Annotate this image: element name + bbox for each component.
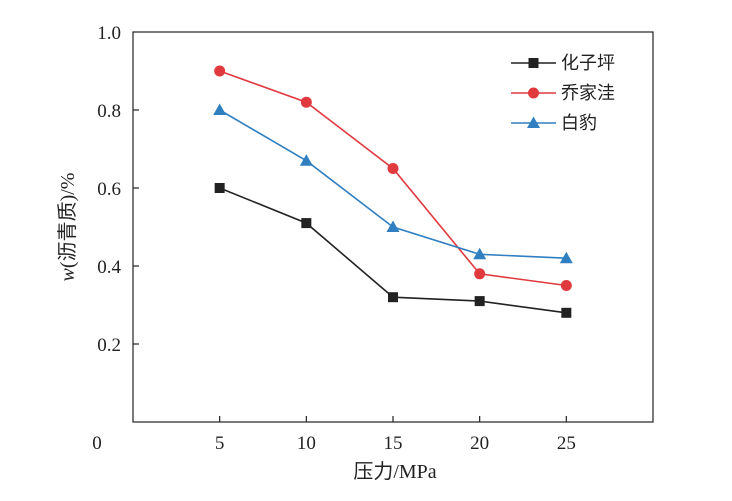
data-point — [300, 96, 312, 108]
data-point — [299, 154, 313, 166]
series-3 — [213, 103, 573, 264]
legend-label: 乔家洼 — [561, 83, 615, 104]
legend-marker — [528, 58, 539, 68]
series-1 — [214, 183, 572, 318]
data-point — [473, 247, 487, 260]
y-tick-label: 0.4 — [97, 257, 121, 278]
y-tick-label: 0.8 — [97, 101, 121, 122]
legend-marker — [528, 87, 539, 99]
data-point — [561, 307, 572, 318]
legend-item: 白豹 — [511, 113, 597, 134]
legend-item: 化子坪 — [511, 53, 615, 74]
y-tick-label: 0.6 — [97, 179, 121, 200]
legend-label: 化子坪 — [561, 53, 615, 74]
x-tick-label: 10 — [297, 433, 316, 454]
data-point — [301, 218, 312, 229]
data-point — [386, 220, 400, 232]
x-tick-label: 0 — [92, 433, 102, 454]
x-tick-label: 20 — [470, 433, 489, 454]
series-line — [219, 109, 567, 259]
data-point — [214, 183, 225, 193]
data-point — [559, 251, 573, 264]
legend-item: 乔家洼 — [511, 83, 615, 104]
data-point — [474, 296, 485, 307]
data-point — [213, 103, 227, 115]
x-tick-label: 5 — [215, 433, 225, 454]
y-axis-title: w(沥青质)/% — [56, 173, 79, 282]
series-2 — [214, 65, 572, 291]
y-tick-label: 1.0 — [97, 23, 121, 44]
data-point — [214, 65, 226, 77]
data-point — [560, 280, 572, 291]
x-tick-label: 25 — [557, 433, 576, 454]
data-point — [474, 268, 486, 280]
y-tick-label: 0.2 — [97, 335, 121, 356]
legend-marker — [527, 116, 540, 128]
legend-label: 白豹 — [561, 113, 597, 134]
series-line — [219, 70, 567, 287]
x-axis-title: 压力/MPa — [353, 460, 436, 483]
x-tick-label: 15 — [384, 433, 403, 454]
data-point — [387, 163, 399, 174]
data-point — [388, 292, 398, 303]
